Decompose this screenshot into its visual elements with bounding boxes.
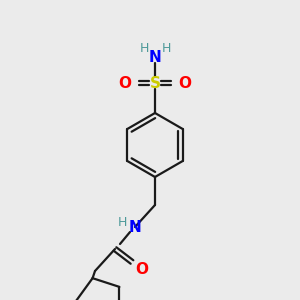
Text: O: O (118, 76, 131, 91)
Text: O: O (178, 76, 191, 91)
Text: H: H (161, 43, 171, 56)
Text: H: H (117, 215, 127, 229)
Text: N: N (148, 50, 161, 64)
Text: S: S (149, 76, 161, 91)
Text: O: O (136, 262, 148, 278)
Text: N: N (129, 220, 141, 235)
Text: H: H (139, 43, 149, 56)
